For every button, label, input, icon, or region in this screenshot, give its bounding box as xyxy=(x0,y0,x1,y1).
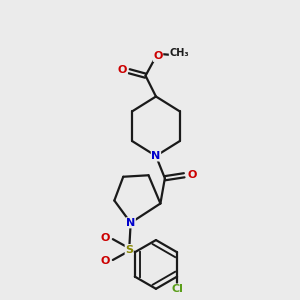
Text: CH₃: CH₃ xyxy=(169,48,189,59)
Text: O: O xyxy=(101,256,110,266)
Text: N: N xyxy=(151,151,160,161)
Text: S: S xyxy=(125,244,133,255)
Text: O: O xyxy=(118,65,127,75)
Text: Cl: Cl xyxy=(171,284,183,294)
Text: O: O xyxy=(188,170,197,180)
Text: N: N xyxy=(126,218,135,228)
Text: O: O xyxy=(153,51,163,62)
Text: O: O xyxy=(101,233,110,243)
